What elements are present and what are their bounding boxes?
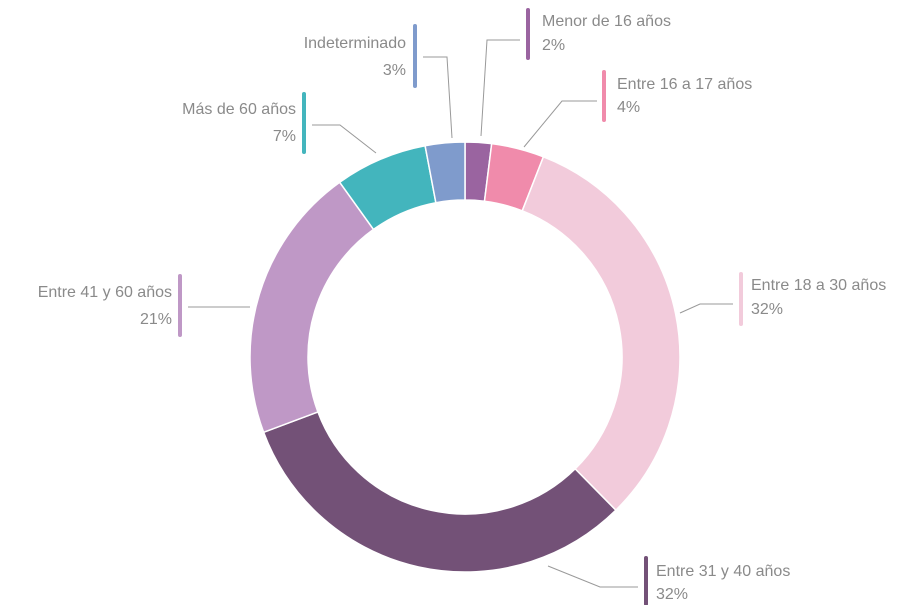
leader-line (547, 565, 638, 588)
leader-line (312, 124, 377, 154)
slice-label: Entre 16 a 17 años (617, 76, 752, 93)
leader-line (480, 39, 520, 137)
slice-value: 21% (140, 311, 172, 328)
donut-slice (521, 155, 681, 512)
slice-label: Entre 31 y 40 años (656, 563, 790, 580)
donut-slice (424, 141, 466, 204)
leader-line (679, 303, 733, 314)
slice-label: Entre 41 y 60 años (38, 284, 172, 301)
donut-slice (249, 181, 375, 434)
slice-value: 2% (542, 37, 565, 54)
leader-line (423, 56, 453, 139)
slice-label: Más de 60 años (182, 101, 296, 118)
slice-value: 3% (383, 62, 406, 79)
slice-label: Indeterminado (304, 35, 406, 52)
leader-line (523, 100, 597, 148)
slice-value: 4% (617, 99, 640, 116)
slice-value: 7% (273, 128, 296, 145)
slice-value: 32% (656, 586, 688, 603)
slice-value: 32% (751, 301, 783, 318)
donut-slice (262, 411, 617, 573)
slice-label: Entre 18 a 30 años (751, 277, 886, 294)
slice-label: Menor de 16 años (542, 13, 671, 30)
